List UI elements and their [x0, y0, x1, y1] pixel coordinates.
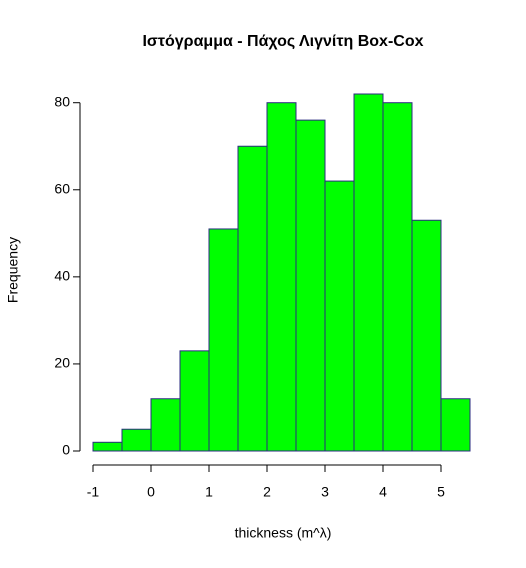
bar: [324, 180, 355, 452]
bar: [353, 93, 384, 452]
y-tick-label: 40: [54, 268, 70, 284]
y-tick-label: 60: [54, 180, 70, 196]
bar: [150, 398, 181, 452]
x-tick-label: 0: [147, 484, 155, 500]
bar: [121, 428, 152, 452]
bar: [92, 441, 123, 452]
y-tick-label: 80: [54, 93, 70, 109]
x-tick-label: 4: [379, 484, 387, 500]
bar: [237, 145, 268, 452]
x-tick-label: 2: [263, 484, 271, 500]
x-tick-label: 1: [205, 484, 213, 500]
x-tick-label: -1: [87, 484, 100, 500]
bar: [208, 228, 239, 452]
bar: [266, 102, 297, 452]
bar: [179, 350, 210, 452]
x-tick-label: 3: [321, 484, 329, 500]
y-tick-label: 20: [54, 355, 70, 371]
y-tick-label: 0: [62, 442, 70, 458]
bar: [382, 102, 413, 452]
chart-title: Ιστόγραμμα - Πάχος Λιγνίτη Box-Cox: [142, 33, 423, 50]
bar: [295, 119, 326, 452]
x-axis-label: thickness (m^λ): [235, 525, 332, 541]
x-tick-label: 5: [437, 484, 445, 500]
bar: [411, 219, 442, 452]
y-axis-label: Frequency: [5, 237, 21, 303]
bar: [440, 398, 471, 452]
